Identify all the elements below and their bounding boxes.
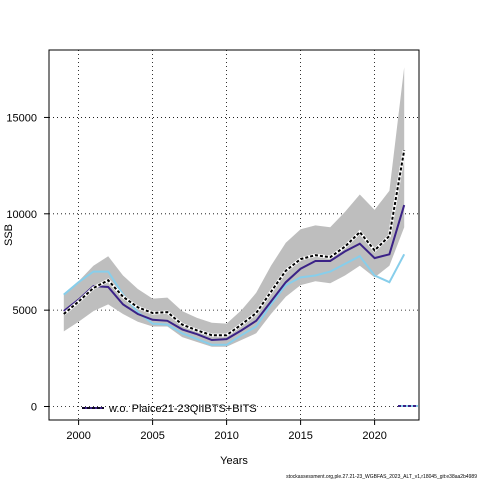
x-tick-label: 2020: [362, 430, 386, 442]
series-layer: [62, 149, 406, 346]
x-axis: 2000 2005 2010 2015 2020: [66, 420, 387, 442]
y-axis-label: SSB: [3, 224, 15, 246]
series-line-lightblue: [63, 253, 406, 346]
confidence-band-layer: [63, 67, 405, 347]
y-tick-label: 0: [31, 402, 37, 414]
y-tick-label: 10000: [6, 209, 37, 221]
y-tick-label: 15000: [6, 112, 37, 124]
y-tick-label: 5000: [13, 305, 37, 317]
x-tick-label: 2005: [140, 430, 164, 442]
confidence-band: [63, 67, 405, 347]
x-tick-label: 2000: [66, 430, 90, 442]
x-axis-label: Years: [220, 455, 248, 467]
footer-source: stockassessment.org,ple.27.21-23_WGBFAS_…: [286, 474, 477, 480]
legend: w.o. Plaice21-23QIIBTS+BITS: [82, 403, 257, 415]
x-tick-label: 2010: [214, 430, 238, 442]
x-tick-label: 2015: [288, 430, 312, 442]
series-line-purple: [63, 204, 406, 342]
series-line-dashed: [63, 150, 406, 337]
plot-frame: [48, 49, 420, 421]
y-axis: 0 5000 10000 15000: [6, 112, 49, 414]
legend-label: w.o. Plaice21-23QIIBTS+BITS: [108, 403, 257, 415]
